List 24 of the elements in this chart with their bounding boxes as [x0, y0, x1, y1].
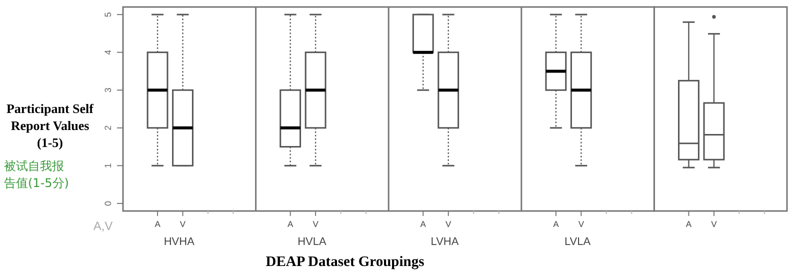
y-tick-label: 1 — [103, 163, 113, 168]
text: LVLA — [564, 236, 592, 248]
text: LVHA — [430, 236, 460, 248]
y-axis-title: Participant Self Report Values (1-5) — [5, 100, 95, 151]
y-tick-label: 4 — [103, 50, 113, 55]
x-tick-label: V — [312, 219, 319, 229]
text: HVLA — [298, 236, 327, 248]
text: A,V — [93, 219, 113, 233]
x-tick-label: A — [154, 219, 161, 229]
text: HVHA — [164, 236, 196, 248]
x-tick-label: A — [420, 219, 426, 229]
text: 被试自我报告值(1-5分) — [4, 158, 70, 192]
x-tick-label: A — [686, 219, 692, 229]
y-tick-label: 0 — [103, 200, 113, 206]
x-tick-label: V — [180, 219, 186, 229]
y-tick-label: 2 — [103, 125, 113, 130]
x-axis-title: DEAP Dataset Groupings — [266, 254, 425, 270]
x-tick-label: A — [287, 219, 294, 229]
x-tick-label: V — [711, 219, 718, 229]
y-tick-label: 5 — [103, 12, 113, 18]
x-tick-label: V — [578, 219, 584, 229]
x-tick-label: A — [553, 219, 560, 229]
x-tick-label: V — [446, 219, 452, 229]
y-tick-label: 3 — [103, 88, 113, 93]
